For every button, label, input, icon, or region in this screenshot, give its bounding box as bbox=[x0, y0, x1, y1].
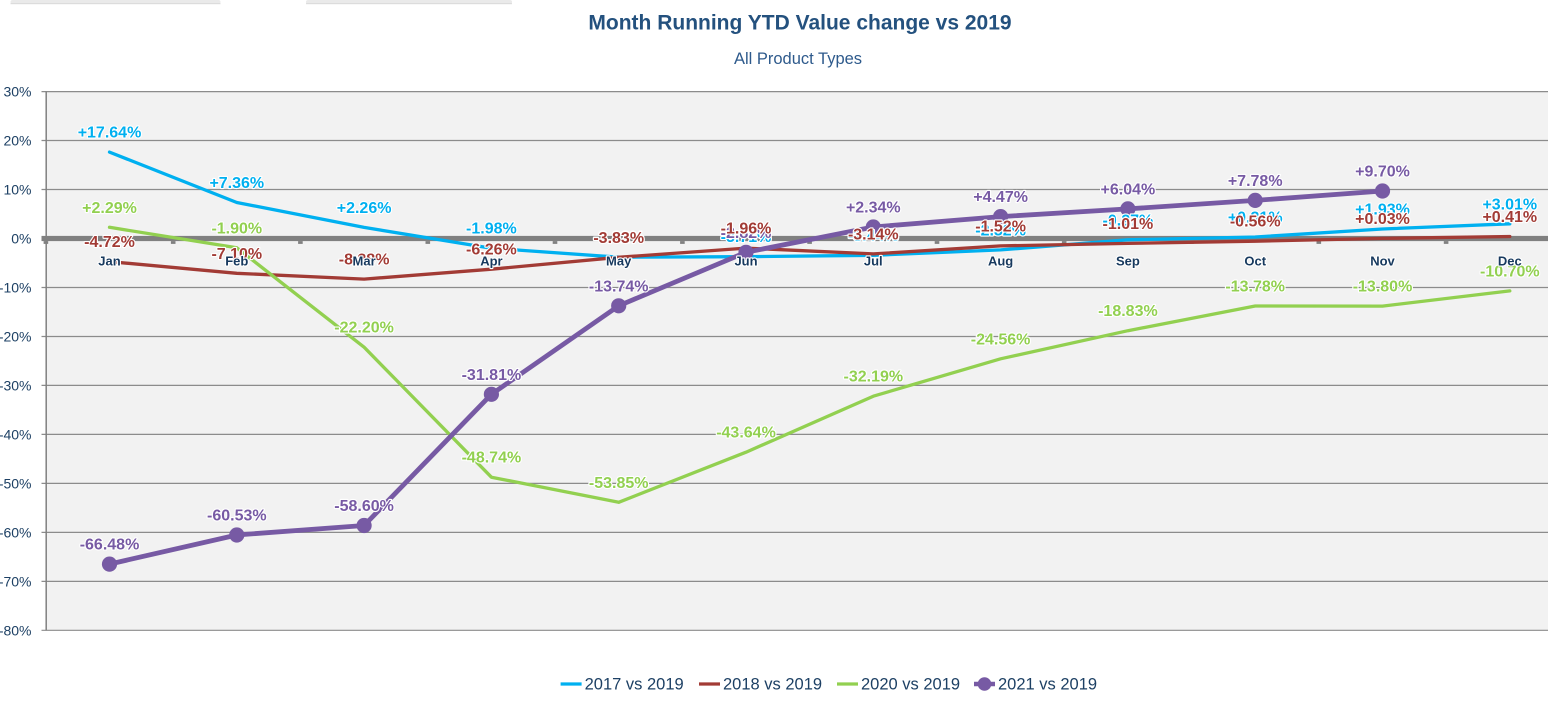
svg-text:-2.32%: -2.32% bbox=[975, 222, 1026, 239]
svg-text:-31.81%: -31.81% bbox=[462, 367, 522, 384]
svg-text:Jan: Jan bbox=[98, 254, 120, 269]
svg-text:-53.85%: -53.85% bbox=[589, 475, 649, 492]
svg-text:2020 vs 2019: 2020 vs 2019 bbox=[861, 676, 960, 694]
svg-text:-4.72%: -4.72% bbox=[84, 234, 135, 251]
svg-text:+9.70%: +9.70% bbox=[1355, 164, 1410, 181]
svg-text:10%: 10% bbox=[3, 182, 31, 198]
svg-text:-3.44%: -3.44% bbox=[848, 228, 899, 245]
svg-text:-50%: -50% bbox=[0, 475, 32, 491]
svg-text:-10.70%: -10.70% bbox=[1480, 263, 1540, 280]
svg-text:-22.20%: -22.20% bbox=[334, 320, 394, 337]
svg-text:-1.52%: -1.52% bbox=[975, 218, 1026, 235]
svg-text:+17.64%: +17.64% bbox=[78, 125, 142, 142]
svg-text:Dec: Dec bbox=[1498, 254, 1522, 269]
svg-text:0%: 0% bbox=[11, 231, 31, 247]
svg-text:+2.34%: +2.34% bbox=[846, 200, 901, 217]
svg-text:+6.04%: +6.04% bbox=[1101, 181, 1156, 198]
svg-text:30%: 30% bbox=[3, 84, 31, 100]
svg-text:Oct: Oct bbox=[1244, 254, 1266, 269]
svg-text:+3.01%: +3.01% bbox=[1482, 196, 1537, 213]
svg-text:-0.27%: -0.27% bbox=[1103, 212, 1154, 229]
svg-text:-18.83%: -18.83% bbox=[1098, 303, 1158, 320]
svg-text:-1.96%: -1.96% bbox=[721, 221, 772, 238]
svg-text:Month Running YTD Value change: Month Running YTD Value change vs 2019 bbox=[588, 12, 1011, 35]
svg-text:-20%: -20% bbox=[0, 329, 32, 345]
svg-text:Aug: Aug bbox=[988, 254, 1013, 269]
svg-text:-58.60%: -58.60% bbox=[334, 498, 394, 515]
svg-text:-30%: -30% bbox=[0, 377, 32, 393]
svg-text:-10%: -10% bbox=[0, 280, 32, 296]
svg-text:-13.74%: -13.74% bbox=[589, 278, 649, 295]
svg-text:Apr: Apr bbox=[480, 254, 502, 269]
svg-text:Sep: Sep bbox=[1116, 254, 1140, 269]
svg-text:-48.74%: -48.74% bbox=[462, 450, 522, 467]
svg-text:-3.82%: -3.82% bbox=[593, 230, 644, 247]
svg-text:-1.90%: -1.90% bbox=[211, 220, 262, 237]
svg-text:+0.03%: +0.03% bbox=[1355, 211, 1410, 228]
svg-text:2018 vs 2019: 2018 vs 2019 bbox=[723, 676, 822, 694]
svg-text:-13.80%: -13.80% bbox=[1353, 279, 1413, 296]
svg-text:+2.29%: +2.29% bbox=[82, 200, 137, 217]
svg-text:Feb: Feb bbox=[225, 254, 248, 269]
svg-text:Jun: Jun bbox=[734, 254, 757, 269]
svg-text:+0.41%: +0.41% bbox=[1482, 209, 1537, 226]
svg-text:-1.98%: -1.98% bbox=[466, 221, 517, 238]
svg-text:Jul: Jul bbox=[864, 254, 883, 269]
svg-text:-60.53%: -60.53% bbox=[207, 508, 267, 525]
svg-text:-2.82%: -2.82% bbox=[721, 225, 772, 242]
svg-text:+4.47%: +4.47% bbox=[973, 189, 1028, 206]
svg-text:-1.01%: -1.01% bbox=[1103, 216, 1154, 233]
svg-text:2021 vs 2019: 2021 vs 2019 bbox=[998, 676, 1097, 694]
svg-text:-24.56%: -24.56% bbox=[971, 331, 1031, 348]
svg-text:Nov: Nov bbox=[1370, 254, 1395, 269]
svg-text:+1.93%: +1.93% bbox=[1355, 202, 1410, 219]
svg-text:-8.28%: -8.28% bbox=[339, 252, 390, 269]
svg-text:-60%: -60% bbox=[0, 524, 32, 540]
svg-text:+7.78%: +7.78% bbox=[1228, 173, 1283, 190]
svg-text:2017 vs 2019: 2017 vs 2019 bbox=[585, 676, 684, 694]
svg-text:-70%: -70% bbox=[0, 573, 32, 589]
svg-text:-3.83%: -3.83% bbox=[593, 230, 644, 247]
svg-text:Mar: Mar bbox=[353, 254, 376, 269]
svg-text:-3.71%: -3.71% bbox=[721, 229, 772, 246]
svg-text:-32.19%: -32.19% bbox=[844, 369, 904, 386]
svg-text:-40%: -40% bbox=[0, 426, 32, 442]
svg-text:+7.36%: +7.36% bbox=[209, 175, 264, 192]
svg-text:-43.64%: -43.64% bbox=[716, 425, 776, 442]
svg-text:-80%: -80% bbox=[0, 622, 32, 638]
svg-text:-66.48%: -66.48% bbox=[80, 537, 140, 554]
svg-text:-0.56%: -0.56% bbox=[1230, 214, 1281, 231]
svg-text:20%: 20% bbox=[3, 133, 31, 149]
svg-text:+0.31%: +0.31% bbox=[1228, 210, 1283, 227]
svg-text:All Product Types: All Product Types bbox=[734, 50, 862, 68]
svg-text:+2.26%: +2.26% bbox=[337, 200, 392, 217]
svg-text:May: May bbox=[606, 254, 632, 269]
svg-text:-6.26%: -6.26% bbox=[466, 242, 517, 259]
svg-text:-3.14%: -3.14% bbox=[848, 226, 899, 243]
svg-text:-7.10%: -7.10% bbox=[211, 246, 262, 263]
svg-text:-13.78%: -13.78% bbox=[1225, 279, 1285, 296]
